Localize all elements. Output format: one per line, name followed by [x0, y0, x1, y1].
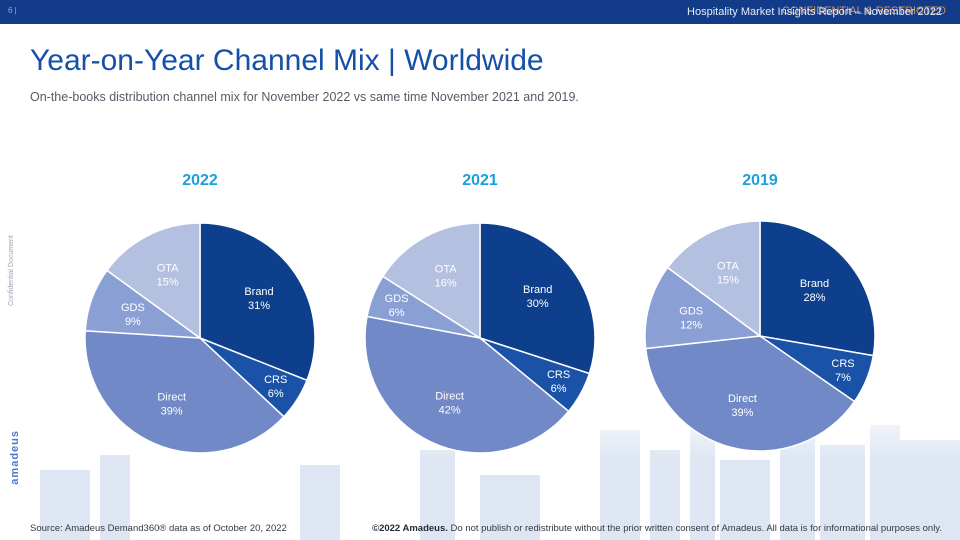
slice-label-crs: CRS 6%	[264, 374, 287, 400]
pie-slice-ota	[381, 222, 481, 340]
confidential-side-label: Confidential Document	[8, 235, 15, 306]
copyright-note: ©2022 Amadeus. Do not publish or redistr…	[372, 523, 942, 534]
slice-label-brand: Brand 28%	[800, 278, 829, 304]
slice-label-brand: Brand 31%	[244, 286, 273, 312]
pie-title-2022: 2022	[182, 172, 218, 189]
pie-chart-2022: Brand 31% CRS 6% Direct 39% GDS 9% OTA 15%	[84, 222, 316, 454]
slice-label-crs: CRS 6%	[547, 369, 570, 395]
amadeus-logo: amadeus	[9, 430, 21, 485]
source-note: Source: Amadeus Demand360® data as of Oc…	[30, 523, 287, 534]
slice-label-ota: OTA 15%	[717, 260, 740, 286]
slice-label-brand: Brand 30%	[523, 284, 552, 310]
pie-chart-2021: Brand 30% CRS 6% Direct 42% GDS 6% OTA 16%	[364, 222, 596, 454]
report-title: Hospitality Market Insights Report – Nov…	[687, 6, 942, 18]
copyright-text: Do not publish or redistribute without t…	[447, 523, 942, 534]
slice-label-ota: OTA 15%	[157, 263, 180, 289]
page-title: Year-on-Year Channel Mix | Worldwide	[30, 44, 544, 77]
slice-label-gds: GDS 9%	[121, 302, 145, 328]
pie-slice-gds	[644, 266, 762, 350]
slice-label-direct: Direct 39%	[728, 393, 757, 419]
pie-title-2021: 2021	[462, 172, 498, 189]
slice-label-ota: OTA 16%	[435, 264, 458, 290]
page-subtitle: On-the-books distribution channel mix fo…	[30, 90, 579, 104]
pie-title-2019: 2019	[742, 172, 778, 189]
pie-slice-brand	[759, 220, 876, 357]
slice-label-gds: GDS 6%	[385, 293, 409, 319]
slice-label-direct: Direct 39%	[157, 391, 186, 417]
page-number: 6 |	[8, 6, 17, 15]
header-bar: 6 | CONFIDENTIAL & RESTRICTED Hospitalit…	[0, 0, 960, 24]
pie-slice-direct	[644, 335, 856, 452]
pie-slice-direct	[84, 329, 285, 454]
pie-slice-brand	[199, 222, 316, 382]
pie-slice-ota	[666, 220, 761, 338]
slice-label-direct: Direct 42%	[435, 391, 464, 417]
pie-slice-brand	[479, 222, 596, 375]
pie-slice-direct	[364, 315, 570, 454]
copyright-bold: ©2022 Amadeus.	[372, 523, 448, 534]
pie-slice-ota	[105, 222, 201, 340]
slice-label-gds: GDS 12%	[679, 305, 703, 331]
slice-label-crs: CRS 7%	[831, 358, 854, 384]
confidential-tag: CONFIDENTIAL & RESTRICTED	[782, 5, 946, 17]
pie-chart-2019: Brand 28% CRS 7% Direct 39% GDS 12% OTA 15%	[644, 220, 876, 452]
